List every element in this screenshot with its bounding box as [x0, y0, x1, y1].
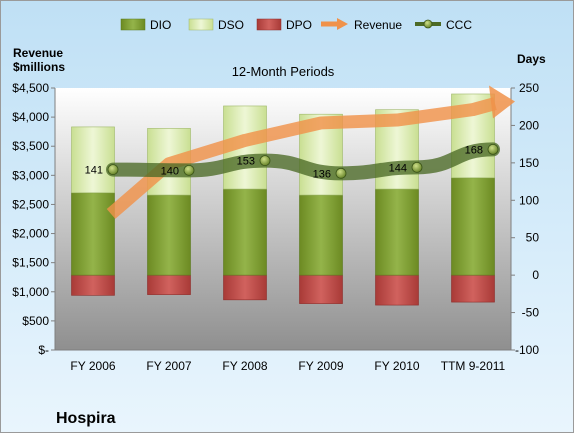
x-tick-label: FY 2007	[146, 359, 191, 373]
bar-dpo	[451, 274, 495, 303]
left-tick-label: $-	[38, 343, 49, 357]
revenue-arrowhead	[489, 85, 515, 119]
legend-label-dio: DIO	[150, 18, 171, 32]
left-axis: $- $500 $1,000 $1,500 $2,000 $2,500 $3,000 $3,5…	[12, 81, 56, 357]
legend: DIO DSO DPO Revenue CCC	[120, 18, 472, 32]
x-tick-label: FY 2008	[222, 359, 267, 373]
legend-swatch-dso	[188, 18, 214, 31]
ccc-point	[183, 164, 195, 176]
ccc-data-label: 141	[85, 165, 103, 177]
x-tick-label: FY 2010	[374, 359, 419, 373]
bar-dpo	[299, 274, 343, 304]
bar-dio	[71, 192, 115, 276]
left-tick-label: $2,500	[12, 197, 49, 211]
left-tick-label: $1,000	[12, 285, 49, 299]
legend-swatch-dpo	[256, 18, 282, 31]
bar-dpo	[147, 274, 191, 295]
ccc-data-label: 153	[237, 156, 255, 168]
ccc-point	[335, 167, 347, 179]
ccc-point	[411, 161, 423, 173]
legend-label-ccc: CCC	[446, 18, 472, 32]
right-tick-label: 150	[519, 156, 539, 170]
bar-dpo	[375, 274, 419, 306]
right-tick-label: 0	[532, 268, 539, 282]
legend-swatch-revenue	[321, 18, 348, 30]
right-tick-label: 100	[519, 193, 539, 207]
x-tick-label: TTM 9-2011	[441, 359, 506, 373]
legend-swatch-dio	[120, 18, 146, 31]
left-tick-label: $1,500	[12, 256, 49, 270]
ccc-data-label: 140	[161, 165, 179, 177]
ccc-point	[107, 164, 119, 175]
right-tick-label: -100	[515, 343, 539, 357]
right-tick-label: -50	[522, 306, 540, 320]
bar-dio	[451, 177, 495, 276]
legend-label-dpo: DPO	[286, 18, 312, 32]
right-axis-title: Days	[517, 52, 546, 66]
ccc-point	[259, 155, 271, 167]
left-axis-title-line2: $millions	[13, 60, 65, 74]
bar-dpo	[71, 274, 115, 296]
bar-dio	[223, 188, 267, 276]
bar-dso	[71, 126, 115, 194]
ccc-data-label: 144	[389, 162, 407, 174]
bar-dpo	[223, 274, 267, 301]
ccc-data-label: 168	[465, 144, 483, 156]
x-axis: FY 2006 FY 2007 FY 2008 FY 2009 FY 2010 TTM 9…	[55, 349, 511, 373]
x-tick-label: FY 2009	[298, 359, 343, 373]
left-tick-label: $500	[22, 314, 49, 328]
bar-dio	[299, 194, 343, 276]
ccc-point	[487, 143, 499, 155]
legend-label-revenue: Revenue	[354, 18, 402, 32]
left-tick-label: $3,500	[12, 139, 49, 153]
left-tick-label: $4,500	[12, 81, 49, 95]
left-tick-label: $3,000	[12, 168, 49, 182]
left-axis-title-line1: Revenue	[13, 46, 63, 60]
bar-dio	[375, 188, 419, 276]
legend-label-dso: DSO	[218, 18, 244, 32]
ccc-data-label: 136	[313, 168, 331, 180]
bar-dio	[147, 194, 191, 276]
left-tick-label: $2,000	[12, 227, 49, 241]
ccc-series: 141 140 153 136 144 168	[85, 142, 500, 180]
right-tick-label: 200	[519, 118, 539, 132]
right-axis: -100 -50 0 50 100 150 200 250	[510, 81, 540, 357]
right-tick-label: 50	[526, 231, 540, 245]
left-tick-label: $4,000	[12, 110, 49, 124]
company-label: Hospira	[56, 410, 116, 427]
right-tick-label: 250	[519, 81, 539, 95]
legend-swatch-ccc	[415, 19, 441, 29]
x-tick-label: FY 2006	[70, 359, 115, 373]
chart-title: 12-Month Periods	[232, 64, 335, 79]
